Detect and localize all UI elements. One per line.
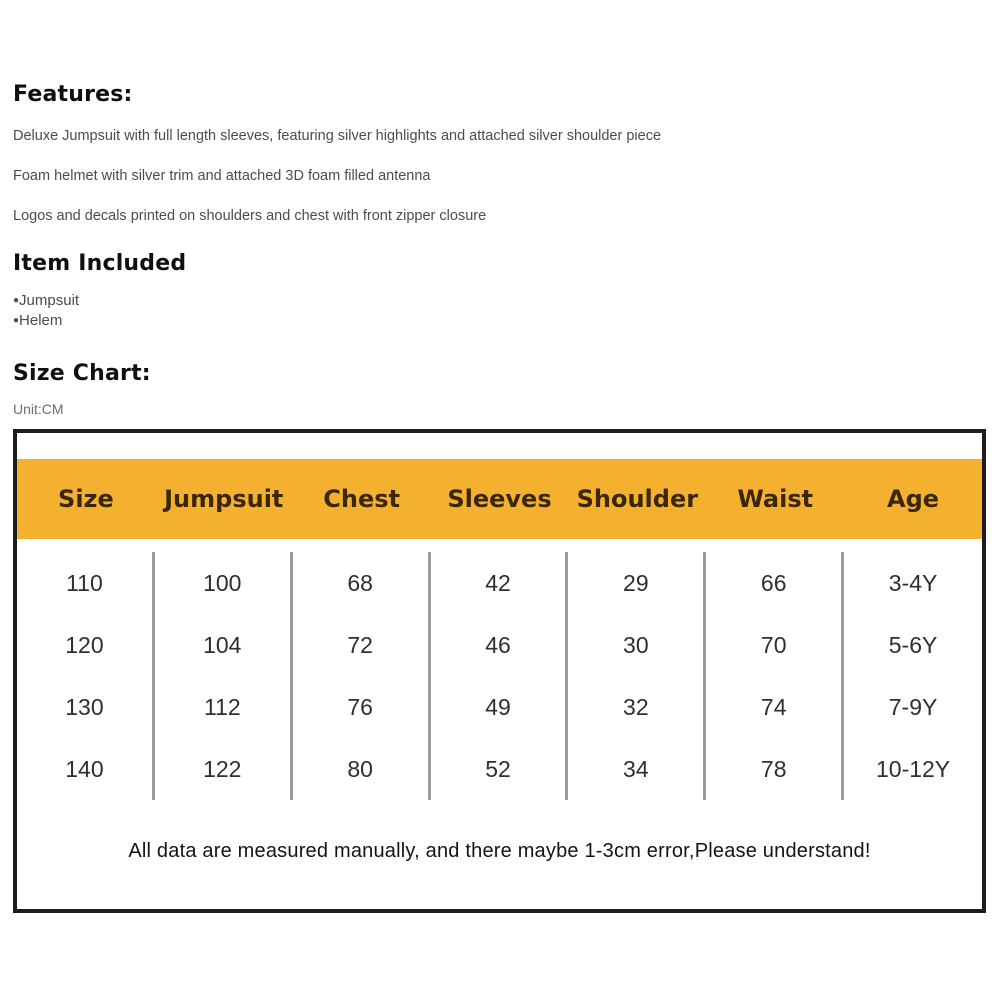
- table-cell: 46: [431, 614, 569, 676]
- table-cell: 52: [431, 738, 569, 800]
- header-cell-chest: Chest: [323, 485, 400, 513]
- table-cell: 112: [155, 676, 293, 738]
- table-cell: 68: [293, 552, 431, 614]
- table-cell: 100: [155, 552, 293, 614]
- table-cell: 5-6Y: [888, 631, 938, 658]
- feature-line: Logos and decals printed on shoulders an…: [13, 208, 487, 224]
- table-cell: 34: [568, 738, 707, 800]
- header-cell-jumpsuit: Jumpsuit: [164, 485, 284, 513]
- table-note: All data are measured manually, and ther…: [128, 840, 871, 862]
- included-item: ●Helem: [13, 311, 986, 331]
- table-cell: 72: [293, 614, 431, 676]
- table-cell: 42: [431, 552, 569, 614]
- table-cell: 130: [17, 676, 155, 738]
- features-heading: Features:: [13, 82, 133, 107]
- features-section: Features: Deluxe Jumpsuit with full leng…: [13, 82, 986, 224]
- table-cell: 78: [706, 738, 845, 800]
- table-cell: 76: [293, 676, 431, 738]
- table-cell: 7-9Y: [888, 693, 938, 720]
- table-cell: 30: [568, 614, 707, 676]
- table-top-spacer: [17, 433, 982, 459]
- item-included-heading: Item Included: [13, 251, 187, 276]
- table-cell: 66: [706, 552, 845, 614]
- table-cell: 122: [155, 738, 293, 800]
- bullet-icon: ●: [13, 315, 20, 326]
- included-list: ●Jumpsuit ●Helem: [13, 291, 986, 331]
- table-cell: 140: [17, 738, 155, 800]
- table-cell: 110: [17, 552, 155, 614]
- table-cell: 80: [293, 738, 431, 800]
- header-cell-waist: Waist: [737, 485, 814, 513]
- size-chart-table: Size Jumpsuit Chest Sleeves Shoulder Wai…: [13, 429, 986, 913]
- header-cell-age: Age: [887, 485, 940, 513]
- table-cell: 32: [568, 676, 707, 738]
- size-chart-heading: Size Chart:: [13, 361, 151, 386]
- bullet-icon: ●: [13, 295, 20, 306]
- table-cell: 104: [155, 614, 293, 676]
- table-cell: 3-4Y: [888, 569, 938, 596]
- header-cell-shoulder: Shoulder: [576, 485, 699, 513]
- table-cell: 29: [568, 552, 707, 614]
- included-item-label: Jumpsuit: [19, 292, 80, 309]
- unit-label: Unit:CM: [13, 401, 64, 417]
- table-header-row: Size Jumpsuit Chest Sleeves Shoulder Wai…: [17, 459, 982, 539]
- feature-line: Foam helmet with silver trim and attache…: [13, 168, 431, 184]
- header-cell-sleeves: Sleeves: [447, 485, 552, 513]
- included-item: ●Jumpsuit: [13, 291, 986, 311]
- included-item-label: Helem: [19, 312, 63, 329]
- item-included-section: Item Included ●Jumpsuit ●Helem: [13, 251, 986, 331]
- table-cell: 10-12Y: [875, 755, 951, 782]
- table-cell: 70: [706, 614, 845, 676]
- table-cell: 74: [706, 676, 845, 738]
- header-cell-size: Size: [58, 485, 114, 513]
- table-cell: 120: [17, 614, 155, 676]
- table-body: 110 100 68 42 29 66 3-4Y 120 104 72 46 3…: [17, 552, 982, 800]
- table-cell: 49: [431, 676, 569, 738]
- feature-line: Deluxe Jumpsuit with full length sleeves…: [13, 128, 662, 144]
- size-chart-section: Size Chart: Unit:CM Size Jumpsuit Chest …: [13, 361, 986, 913]
